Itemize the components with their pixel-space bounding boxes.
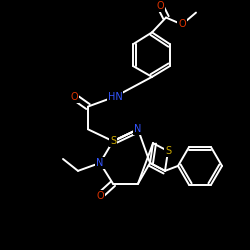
Text: S: S: [110, 136, 116, 146]
Text: O: O: [178, 20, 186, 30]
Text: S: S: [165, 146, 171, 156]
Text: O: O: [96, 190, 104, 200]
Text: O: O: [156, 1, 164, 11]
Text: HN: HN: [108, 92, 122, 102]
Text: N: N: [134, 124, 142, 134]
Text: N: N: [96, 158, 104, 168]
Text: O: O: [70, 92, 78, 102]
